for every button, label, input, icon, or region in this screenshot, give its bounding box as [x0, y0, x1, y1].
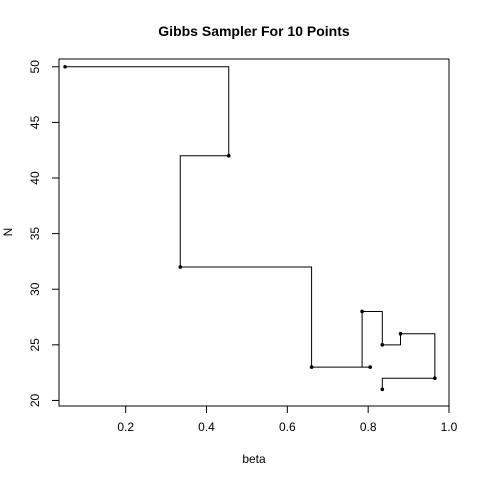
- series-group: [63, 64, 437, 392]
- y-tick-label: 40: [28, 171, 42, 185]
- data-point: [380, 343, 385, 347]
- plot-frame: [58, 58, 450, 407]
- y-tick-label: 45: [28, 115, 42, 129]
- x-tick-label: 0.6: [279, 420, 296, 434]
- data-point: [309, 365, 314, 369]
- data-point: [178, 265, 183, 269]
- data-point: [63, 64, 67, 69]
- data-point: [226, 153, 231, 158]
- y-tick-label: 20: [28, 393, 42, 407]
- x-tick-label: 0.4: [198, 420, 215, 434]
- x-tick-label: 0.2: [117, 420, 134, 434]
- y-tick-label: 25: [28, 338, 42, 352]
- x-tick-label: 0.8: [360, 420, 377, 434]
- chart-title: Gibbs Sampler For 10 Points: [158, 23, 350, 39]
- y-tick-label: 30: [28, 282, 42, 296]
- x-tick-label: 1.0: [441, 420, 458, 434]
- data-point: [360, 309, 364, 314]
- x-axis-label: beta: [242, 452, 266, 466]
- y-tick-label: 50: [28, 60, 42, 74]
- data-point: [368, 365, 372, 369]
- y-tick-label: 35: [28, 227, 42, 241]
- data-point: [380, 387, 385, 392]
- y-axis-label: N: [1, 228, 15, 237]
- data-point: [433, 376, 437, 380]
- data-point: [398, 331, 403, 336]
- series-line: [65, 66, 436, 390]
- y-axis: 20 25 30 35 40 45 50: [28, 60, 59, 407]
- x-axis: 0.2 0.4 0.6 0.8 1.0: [117, 406, 458, 434]
